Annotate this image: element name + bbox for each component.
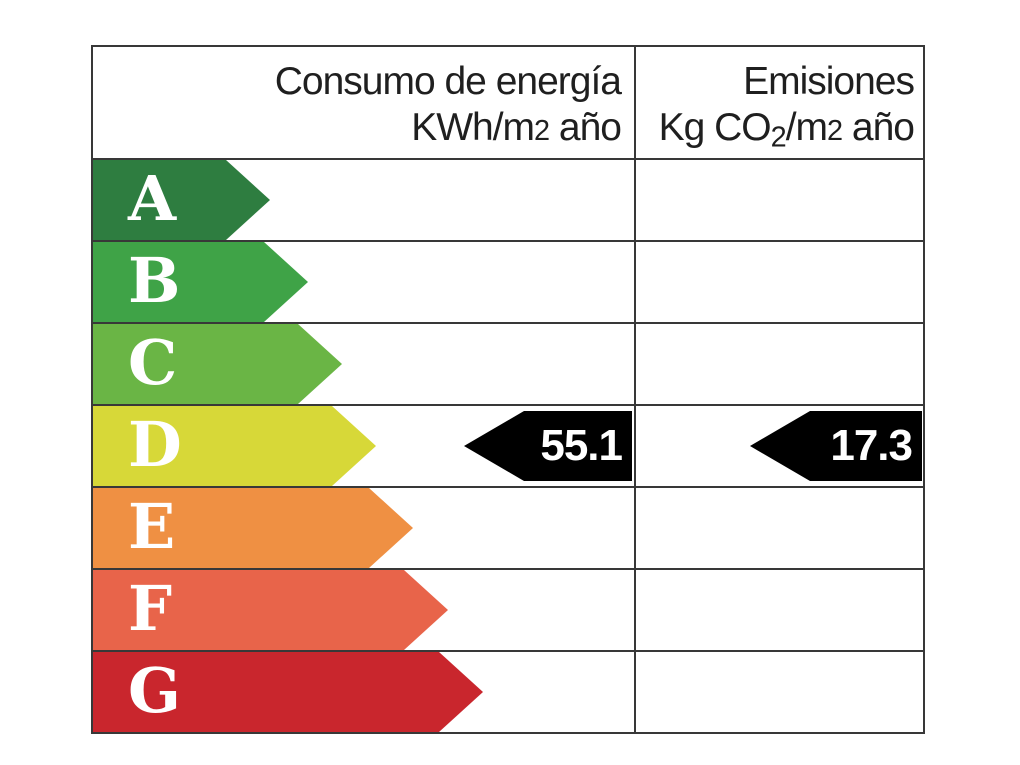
rating-letter-f: F — [128, 572, 173, 645]
rating-letter-c: C — [128, 326, 178, 399]
consumo-value-arrow: 55.1 — [464, 411, 632, 481]
header-consumo: Consumo de energía KWh/m2 año — [93, 47, 636, 158]
rating-table: Consumo de energía KWh/m2 año Emisiones … — [91, 45, 925, 734]
consumo-value: 55.1 — [540, 421, 623, 470]
rating-arrow-c: C — [93, 324, 342, 404]
header-emisiones-line2: Kg CO2/m2 año — [658, 106, 915, 154]
rating-arrow-a: A — [93, 160, 270, 240]
rating-letter-g: G — [128, 654, 181, 727]
rating-letter-e: E — [128, 490, 176, 563]
header-consumo-line1: Consumo de energía — [274, 60, 622, 103]
rating-row-c: C — [93, 322, 923, 404]
rating-arrow-b: B — [93, 242, 308, 322]
rating-letter-a: A — [128, 162, 177, 235]
emisiones-value: 17.3 — [830, 421, 913, 470]
rating-row-b: B — [93, 240, 923, 322]
rating-arrow-d: D — [93, 406, 376, 486]
rating-arrow-e: E — [93, 488, 413, 568]
rating-row-a: A — [93, 158, 923, 240]
rating-arrow-g: G — [93, 652, 483, 732]
header-emisiones: Emisiones Kg CO2/m2 año — [636, 47, 923, 158]
header-consumo-line2: KWh/m2 año — [411, 106, 622, 149]
emisiones-value-arrow: 17.3 — [750, 411, 922, 481]
rating-row-g: G — [93, 650, 923, 732]
rating-letter-b: B — [128, 244, 181, 317]
header-row: Consumo de energía KWh/m2 año Emisiones … — [93, 47, 923, 158]
rating-row-d: D 55.1 17.3 — [93, 404, 923, 486]
rating-row-e: E — [93, 486, 923, 568]
rating-arrow-f: F — [93, 570, 448, 650]
rating-row-f: F — [93, 568, 923, 650]
header-emisiones-line1: Emisiones — [743, 60, 915, 103]
rating-letter-d: D — [128, 408, 182, 481]
